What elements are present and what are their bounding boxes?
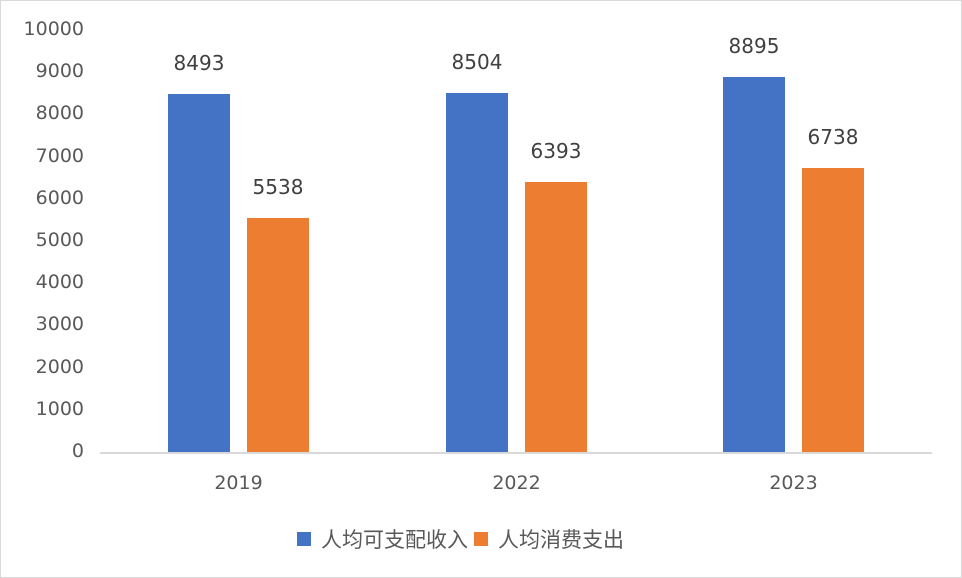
legend-item-consumption[interactable]: 人均消费支出 [474, 524, 624, 554]
data-label: 6738 [807, 124, 859, 149]
y-tick-label: 2000 [35, 355, 84, 378]
legend-label-income: 人均可支配收入 [321, 528, 468, 552]
legend-item-income[interactable]: 人均可支配收入 [297, 524, 468, 554]
data-label: 6393 [530, 139, 582, 164]
x-tick-label: 2022 [492, 472, 541, 494]
y-tick-label: 4000 [35, 271, 84, 294]
y-tick-label: 5000 [35, 229, 84, 251]
y-tick-label: 6000 [35, 186, 84, 209]
data-label: 8895 [728, 33, 780, 58]
legend-label-consumption: 人均消费支出 [498, 528, 624, 552]
x-tick-label: 2019 [214, 472, 263, 494]
bar-income-2023[interactable] [723, 76, 785, 452]
bar-income-2019[interactable] [168, 93, 230, 452]
data-label: 5538 [252, 175, 304, 200]
data-label: 8493 [173, 50, 225, 75]
chart-legend: 人均可支配收入 人均消费支出 [297, 524, 630, 554]
y-tick-label: 8000 [35, 102, 84, 125]
data-label: 8504 [451, 50, 503, 75]
bar-consumption-2023[interactable] [802, 167, 864, 452]
legend-swatch-consumption [474, 532, 488, 546]
y-tick-label: 9000 [35, 60, 84, 83]
bar-consumption-2022[interactable] [525, 182, 587, 452]
x-axis-line [100, 452, 932, 454]
y-tick-label: 7000 [35, 144, 84, 167]
y-tick-label: 0 [71, 440, 84, 462]
y-tick-label: 3000 [35, 313, 84, 336]
x-tick-label: 2023 [769, 472, 818, 494]
y-tick-label: 1000 [35, 397, 84, 420]
y-tick-label: 10000 [23, 18, 84, 40]
bar-consumption-2019[interactable] [247, 218, 309, 452]
legend-swatch-income [297, 532, 311, 546]
bar-income-2022[interactable] [446, 93, 508, 452]
